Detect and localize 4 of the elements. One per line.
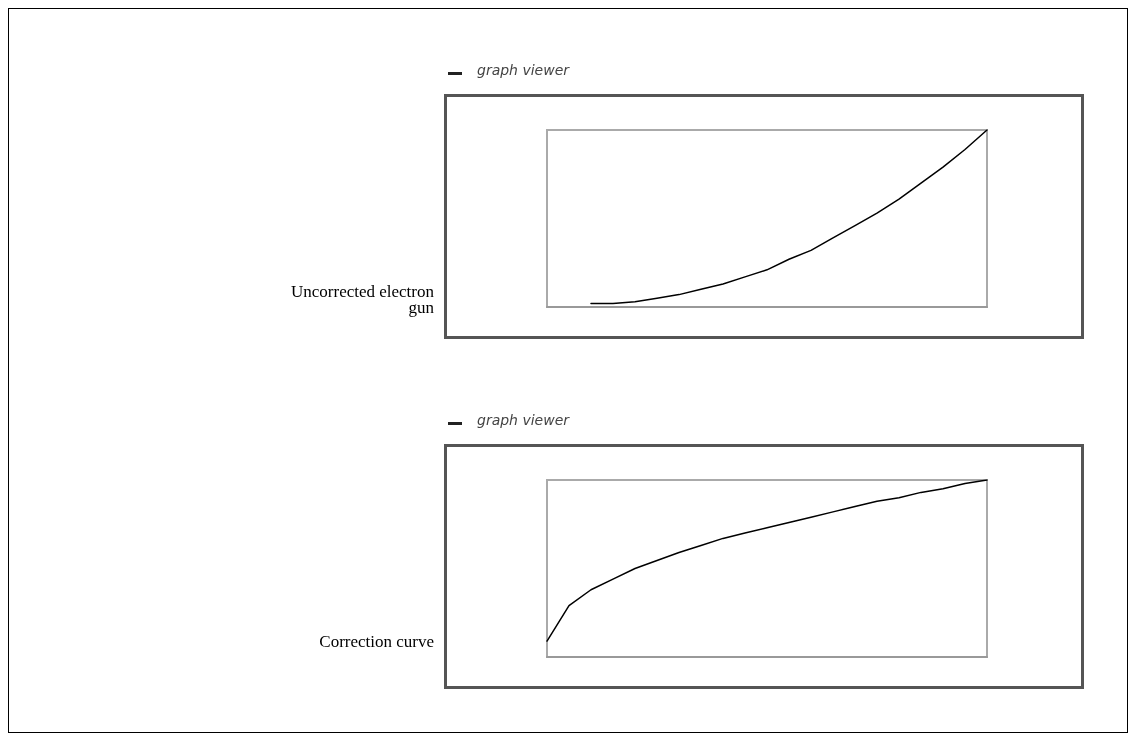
text: Uncorrected electron gun: [290, 282, 434, 317]
text: Correction curve: [318, 632, 434, 651]
chart-title: graph viewer: [477, 62, 571, 78]
chart-title: graph viewer: [477, 412, 571, 428]
